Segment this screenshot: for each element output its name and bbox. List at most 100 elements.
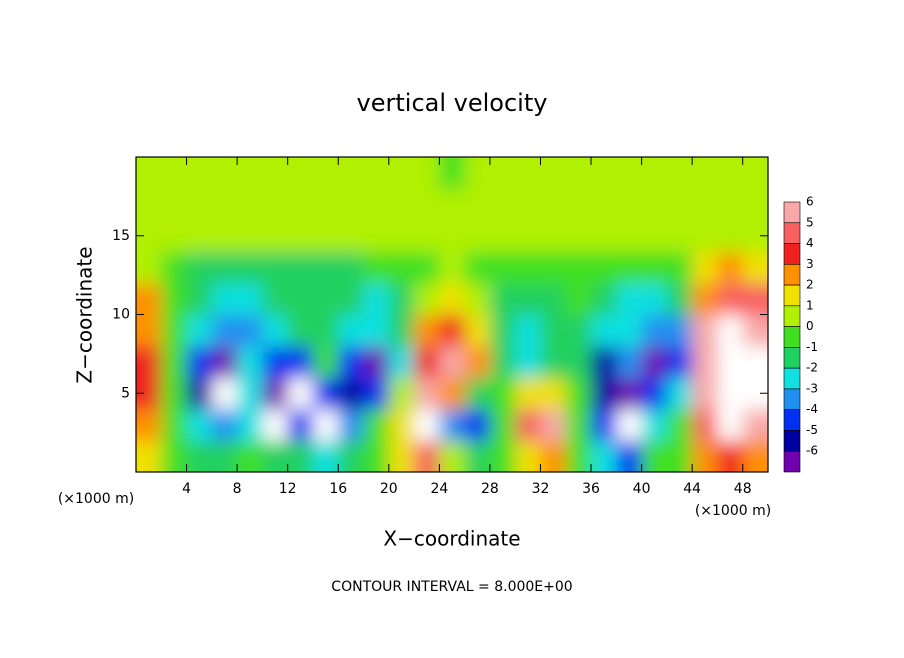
field-cell xyxy=(338,283,365,315)
field-cell xyxy=(262,188,289,221)
field-cell xyxy=(363,188,390,221)
field-cell xyxy=(211,440,238,472)
field-cell xyxy=(186,283,213,315)
field-cell xyxy=(287,314,314,347)
field-cell xyxy=(464,440,491,472)
field-cell xyxy=(717,346,744,378)
field-cell xyxy=(540,346,567,378)
x-tick-label: 20 xyxy=(380,481,398,497)
field-cell xyxy=(287,409,314,441)
field-cell xyxy=(414,409,440,441)
field-cell xyxy=(312,220,339,252)
field-cell xyxy=(489,346,516,378)
field-cell xyxy=(388,314,415,347)
field-cell xyxy=(363,220,390,252)
field-cell xyxy=(338,346,365,378)
field-cell xyxy=(641,314,668,347)
field-cell xyxy=(464,409,491,441)
field-cell xyxy=(464,314,491,347)
field-cell xyxy=(742,157,768,189)
field-cell xyxy=(287,283,314,315)
field-cell xyxy=(262,157,289,189)
field xyxy=(136,157,768,472)
field-cell xyxy=(262,314,289,347)
x-tick-label: 16 xyxy=(329,481,347,497)
field-cell xyxy=(287,188,314,221)
field-cell xyxy=(363,157,390,189)
colorbar-label: 1 xyxy=(806,298,814,312)
field-cell xyxy=(742,251,768,284)
field-cell xyxy=(237,409,263,441)
field-cell xyxy=(414,377,440,410)
field-cell xyxy=(439,377,466,410)
field-cell xyxy=(211,283,238,315)
field-cell xyxy=(565,346,592,378)
field-cell xyxy=(363,409,390,441)
field-cell xyxy=(666,283,693,315)
field-cell xyxy=(439,346,466,378)
x-unit-label: (×1000 m) xyxy=(58,491,134,507)
field-cell xyxy=(211,314,238,347)
field-cell xyxy=(464,251,491,284)
field-cell xyxy=(717,188,744,221)
field-cell xyxy=(489,188,516,221)
field-cell xyxy=(616,220,643,252)
field-cell xyxy=(591,188,617,221)
field-cell xyxy=(692,220,718,252)
field-cell xyxy=(515,188,541,221)
colorbar-label: -3 xyxy=(806,381,818,395)
field-cell xyxy=(717,251,744,284)
field-cell xyxy=(666,314,693,347)
field-cell xyxy=(237,157,263,189)
field-cell xyxy=(515,251,541,284)
field-cell xyxy=(641,409,668,441)
field-cell xyxy=(489,251,516,284)
field-cell xyxy=(186,346,213,378)
field-cell xyxy=(161,409,188,441)
colorbar-swatch xyxy=(783,409,801,431)
field-cell xyxy=(616,251,643,284)
colorbar-swatch xyxy=(783,450,801,473)
field-cell xyxy=(641,377,668,410)
field-cell xyxy=(262,283,289,315)
field-cell xyxy=(414,157,440,189)
field-cell xyxy=(515,283,541,315)
field-cell xyxy=(211,251,238,284)
field-cell xyxy=(312,346,339,378)
field-cell xyxy=(186,440,213,472)
field-cell xyxy=(464,377,491,410)
field-cell xyxy=(439,251,466,284)
colorbar-label: -6 xyxy=(806,444,818,458)
colorbar-label: -4 xyxy=(806,402,818,416)
field-cell xyxy=(692,314,718,347)
colorbar-label: -5 xyxy=(806,423,818,437)
field-cell xyxy=(616,283,643,315)
field-cell xyxy=(363,440,390,472)
field-cell xyxy=(388,440,415,472)
field-cell xyxy=(439,188,466,221)
field-cell xyxy=(717,283,744,315)
field-cell xyxy=(211,157,238,189)
field-cell xyxy=(363,346,390,378)
colorbar-swatch xyxy=(783,201,801,224)
x-tick-label: 8 xyxy=(233,481,242,497)
field-cell xyxy=(388,157,415,189)
field-cell xyxy=(616,346,643,378)
field-cell xyxy=(641,251,668,284)
field-cell xyxy=(464,157,491,189)
field-cell xyxy=(312,440,339,472)
field-cell xyxy=(338,440,365,472)
field-cell xyxy=(489,220,516,252)
colorbar-label: 3 xyxy=(806,257,814,271)
field-cell xyxy=(161,314,188,347)
field-cell xyxy=(641,440,668,472)
y-tick-label: 10 xyxy=(112,307,130,323)
field-cell xyxy=(717,409,744,441)
field-cell xyxy=(161,377,188,410)
colorbar-label: 6 xyxy=(806,195,814,209)
field-cell xyxy=(742,346,768,378)
field-cell xyxy=(161,440,188,472)
field-cell xyxy=(540,220,567,252)
field-cell xyxy=(666,440,693,472)
colorbar-swatch xyxy=(783,326,801,348)
